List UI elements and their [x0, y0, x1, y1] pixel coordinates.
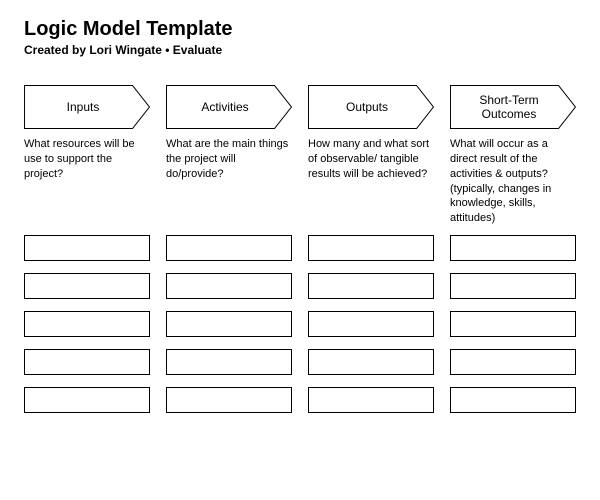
column-cells: [308, 235, 434, 413]
input-cell[interactable]: [166, 349, 292, 375]
column-header-label: Outputs: [346, 100, 388, 114]
input-cell[interactable]: [450, 387, 576, 413]
column-outcomes: Short-Term Outcomes What will occur as a…: [450, 85, 576, 413]
input-cell[interactable]: [308, 311, 434, 337]
input-cell[interactable]: [308, 273, 434, 299]
input-cell[interactable]: [450, 235, 576, 261]
input-cell[interactable]: [308, 387, 434, 413]
column-header-inputs: Inputs: [24, 85, 150, 129]
input-cell[interactable]: [166, 311, 292, 337]
input-cell[interactable]: [24, 235, 150, 261]
column-activities: Activities What are the main things the …: [166, 85, 292, 413]
column-cells: [166, 235, 292, 413]
column-header-label: Activities: [201, 100, 248, 114]
input-cell[interactable]: [24, 311, 150, 337]
input-cell[interactable]: [308, 349, 434, 375]
column-desc: What are the main things the project wil…: [166, 137, 292, 229]
input-cell[interactable]: [450, 273, 576, 299]
page-title: Logic Model Template: [24, 18, 576, 41]
page-subtitle: Created by Lori Wingate • Evaluate: [24, 43, 576, 57]
input-cell[interactable]: [166, 273, 292, 299]
input-cell[interactable]: [24, 387, 150, 413]
input-cell[interactable]: [24, 273, 150, 299]
column-desc: What resources will be use to support th…: [24, 137, 150, 229]
input-cell[interactable]: [450, 349, 576, 375]
input-cell[interactable]: [166, 387, 292, 413]
column-header-outcomes: Short-Term Outcomes: [450, 85, 576, 129]
column-cells: [24, 235, 150, 413]
input-cell[interactable]: [450, 311, 576, 337]
column-header-label: Inputs: [67, 100, 100, 114]
input-cell[interactable]: [24, 349, 150, 375]
column-header-activities: Activities: [166, 85, 292, 129]
column-inputs: Inputs What resources will be use to sup…: [24, 85, 150, 413]
input-cell[interactable]: [308, 235, 434, 261]
input-cell[interactable]: [166, 235, 292, 261]
column-desc: How many and what sort of observable/ ta…: [308, 137, 434, 229]
columns-container: Inputs What resources will be use to sup…: [24, 85, 576, 413]
column-desc: What will occur as a direct result of th…: [450, 137, 576, 229]
column-outputs: Outputs How many and what sort of observ…: [308, 85, 434, 413]
column-header-label: Short-Term Outcomes: [456, 93, 562, 122]
column-cells: [450, 235, 576, 413]
column-header-outputs: Outputs: [308, 85, 434, 129]
